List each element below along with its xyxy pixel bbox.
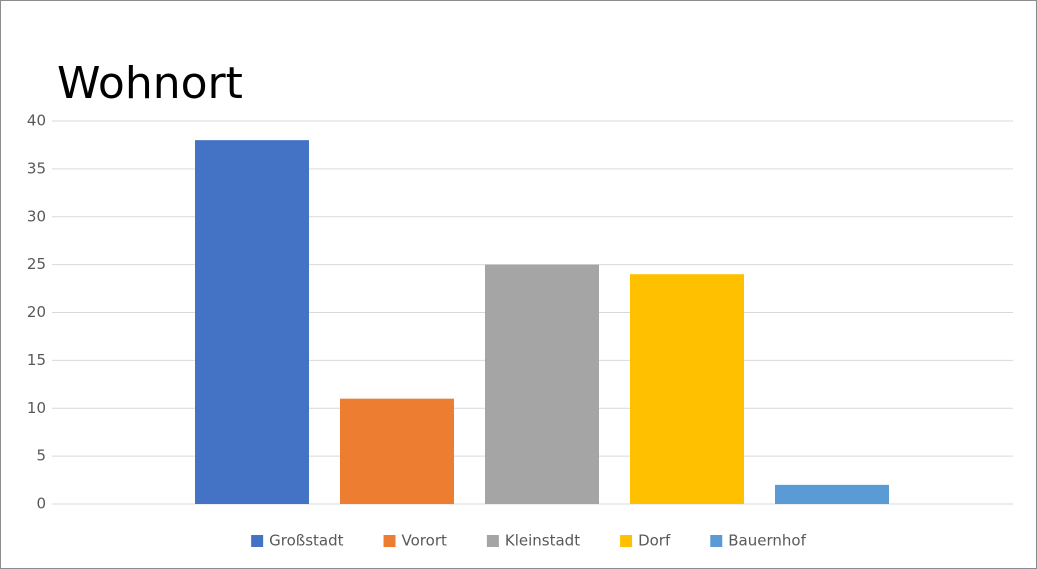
legend-label: Großstadt	[269, 532, 343, 550]
bar	[195, 140, 309, 504]
legend-label: Kleinstadt	[505, 532, 580, 550]
y-tick-label: 25	[27, 255, 46, 273]
bar	[630, 274, 744, 504]
y-tick-label: 40	[27, 112, 46, 130]
y-tick-label: 0	[36, 495, 46, 513]
legend-label: Vorort	[402, 532, 447, 550]
chart-title: Wohnort	[57, 58, 243, 109]
legend-label: Dorf	[638, 532, 671, 550]
y-tick-label: 15	[27, 351, 46, 369]
legend-swatch	[620, 535, 633, 547]
legend-swatch	[710, 535, 723, 547]
legend-label: Bauernhof	[728, 532, 806, 550]
y-tick-label: 5	[36, 447, 46, 465]
y-tick-label: 30	[27, 207, 46, 225]
legend-swatch	[383, 535, 396, 547]
legend-swatch	[486, 535, 499, 547]
legend-swatch	[251, 535, 264, 547]
bar	[775, 484, 889, 504]
y-tick-label: 20	[27, 303, 46, 321]
bar	[485, 264, 599, 504]
y-tick-label: 35	[27, 159, 46, 177]
y-tick-label: 10	[27, 399, 46, 417]
bar	[340, 398, 454, 504]
